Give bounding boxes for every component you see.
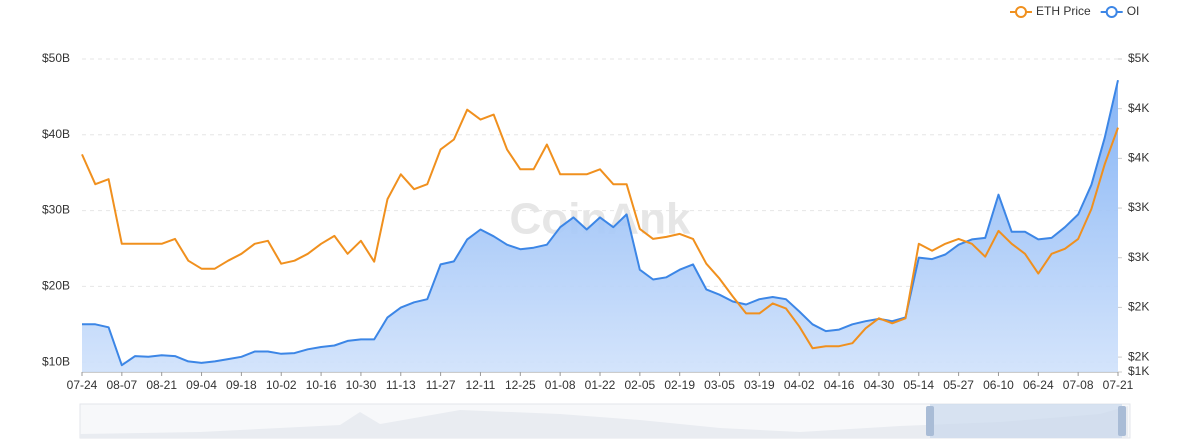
x-tick-label: 02-19 xyxy=(664,378,695,392)
x-tick-label: 08-21 xyxy=(146,378,177,392)
x-tick-label: 12-25 xyxy=(505,378,536,392)
legend-label: OI xyxy=(1127,4,1140,18)
y2-tick-label: $2K xyxy=(1128,349,1149,363)
x-tick-label: 11-13 xyxy=(386,378,416,392)
x-tick-label: 08-07 xyxy=(106,378,137,392)
x-tick-label: 10-16 xyxy=(306,378,337,392)
x-tick-label: 09-04 xyxy=(186,378,217,392)
x-tick-label: 12-11 xyxy=(466,378,496,392)
x-tick-label: 03-05 xyxy=(704,378,735,392)
y-tick-label: $30B xyxy=(42,203,70,217)
slider-handle[interactable] xyxy=(926,406,934,436)
y-tick-label: $20B xyxy=(42,279,70,293)
y2-tick-label: $3K xyxy=(1128,200,1149,214)
legend-swatch xyxy=(1015,6,1027,18)
series-line xyxy=(82,79,1119,367)
legend-swatch xyxy=(1105,6,1118,18)
y2-tick-label: $4K xyxy=(1128,151,1149,165)
x-tick-label: 07-24 xyxy=(67,378,98,392)
y2-tick-label: $1K xyxy=(1128,364,1149,378)
x-tick-label: 09-18 xyxy=(226,378,257,392)
data-zoom-slider[interactable] xyxy=(79,403,1131,439)
series-area xyxy=(82,80,1118,372)
x-tick-label: 05-14 xyxy=(903,378,934,392)
y-tick-label: $40B xyxy=(42,127,70,141)
legend-item[interactable]: OI xyxy=(1100,4,1140,18)
legend[interactable]: ETH Price OI xyxy=(1010,4,1139,18)
x-tick-label: 03-19 xyxy=(744,378,775,392)
x-tick-label: 10-02 xyxy=(266,378,297,392)
legend-label: ETH Price xyxy=(1036,4,1091,18)
x-tick-label: 11-27 xyxy=(426,378,456,392)
x-tick-label: 05-27 xyxy=(943,378,974,392)
x-tick-label: 04-30 xyxy=(864,378,895,392)
x-tick-label: 01-08 xyxy=(545,378,576,392)
x-tick-label: 06-24 xyxy=(1023,378,1054,392)
x-tick-label: 01-22 xyxy=(585,378,616,392)
x-tick-label: 02-05 xyxy=(624,378,655,392)
y2-tick-label: $2K xyxy=(1128,300,1149,314)
slider-window[interactable] xyxy=(930,404,1122,438)
y2-tick-label: $4K xyxy=(1128,101,1149,115)
x-tick-label: 07-21 xyxy=(1103,378,1134,392)
x-tick-label: 07-08 xyxy=(1063,378,1094,392)
x-tick-label: 04-02 xyxy=(784,378,815,392)
slider-preview xyxy=(80,406,1128,438)
slider-handle[interactable] xyxy=(1118,406,1126,436)
y-tick-label: $50B xyxy=(42,51,70,65)
y2-tick-label: $3K xyxy=(1128,250,1149,264)
x-tick-label: 06-10 xyxy=(983,378,1014,392)
y2-tick-label: $5K xyxy=(1128,51,1149,65)
series-line xyxy=(81,108,1119,350)
y-tick-label: $10B xyxy=(42,354,70,368)
x-tick-label: 10-30 xyxy=(346,378,377,392)
legend-item[interactable]: ETH Price xyxy=(1010,4,1091,18)
x-tick-label: 04-16 xyxy=(824,378,855,392)
